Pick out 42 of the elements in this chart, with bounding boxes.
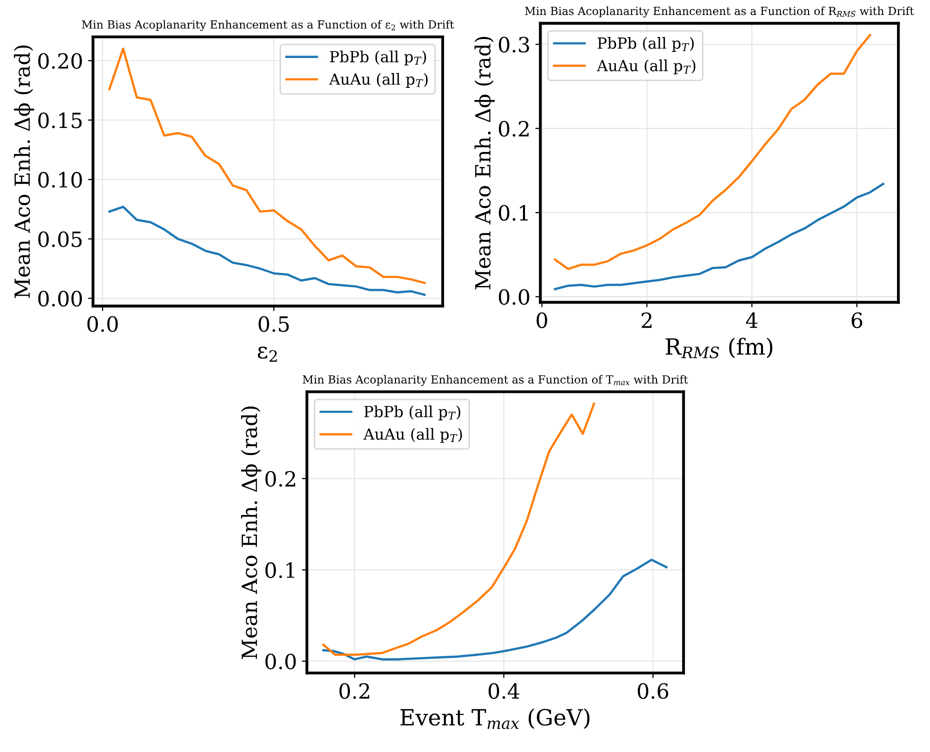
y-axis-title: Mean Aco Enh. Δϕ (rad) (241, 406, 262, 659)
x-tick-label: 2 (642, 312, 652, 328)
x-axis-title: ε$_{2}$ (258, 346, 277, 362)
chart-title: Min Bias Acoplanarity Enhancement as a Function of R$_{RMS}$ with Drift (525, 6, 914, 18)
y-tick-label: 0.2 (498, 120, 529, 137)
x-axis-title: R$_{RMS}$ (fm) (666, 338, 772, 358)
x-tick-label: 0.4 (488, 683, 520, 699)
line-series (554, 182, 884, 290)
x-tick-label: 6 (852, 312, 862, 328)
y-tick-label: 0.05 (38, 231, 82, 248)
x-tick-label: 0 (536, 312, 548, 328)
chart-title: Min Bias Acoplanarity Enhancement as a Function of T$_{max}$ with Drift (302, 375, 688, 386)
x-tick-label: 0.6 (638, 683, 668, 699)
legend-label: AuAu (all p$_{T}$) (596, 60, 696, 74)
y-tick-label: 0.10 (38, 172, 82, 188)
y-tick-label: 0.1 (498, 205, 528, 221)
line-series (108, 206, 426, 296)
legend-label: AuAu (all p$_{T}$) (329, 73, 428, 88)
y-axis-title: Mean Aco Enh. Δϕ (rad) (14, 46, 34, 298)
legend-label: PbPb (all p$_{T}$) (364, 406, 460, 420)
y-tick-label: 0.3 (498, 36, 530, 53)
y-tick-label: 0.20 (38, 53, 82, 69)
y-tick-label: 0.00 (38, 290, 82, 307)
legend-label: PbPb (all p$_{T}$) (330, 50, 426, 66)
x-tick-label: 0.0 (87, 316, 118, 332)
y-tick-label: 0.1 (265, 562, 294, 578)
line-series (322, 402, 596, 656)
chart-title: Min Bias Acoplanarity Enhancement as a Function of ε$_{2}$ with Drift (82, 20, 454, 31)
x-axis-title: Event T$_{max}$ (GeV) (400, 708, 590, 730)
y-tick-label: 0.15 (38, 112, 82, 128)
x-tick-label: 4 (746, 312, 758, 328)
line-series (554, 34, 872, 270)
legend-label: AuAu (all p$_{T}$) (363, 428, 462, 443)
x-tick-label: 0.2 (339, 683, 370, 699)
y-tick-label: 0.2 (265, 470, 296, 487)
y-tick-label: 0.0 (498, 289, 530, 305)
y-axis-title: Mean Aco Enh. Δϕ (rad) (474, 36, 495, 290)
line-series (322, 558, 668, 660)
line-series (108, 48, 426, 284)
x-tick-label: 0.5 (258, 316, 289, 332)
y-tick-label: 0.0 (265, 654, 296, 670)
legend-label: PbPb (all p$_{T}$) (598, 37, 694, 52)
